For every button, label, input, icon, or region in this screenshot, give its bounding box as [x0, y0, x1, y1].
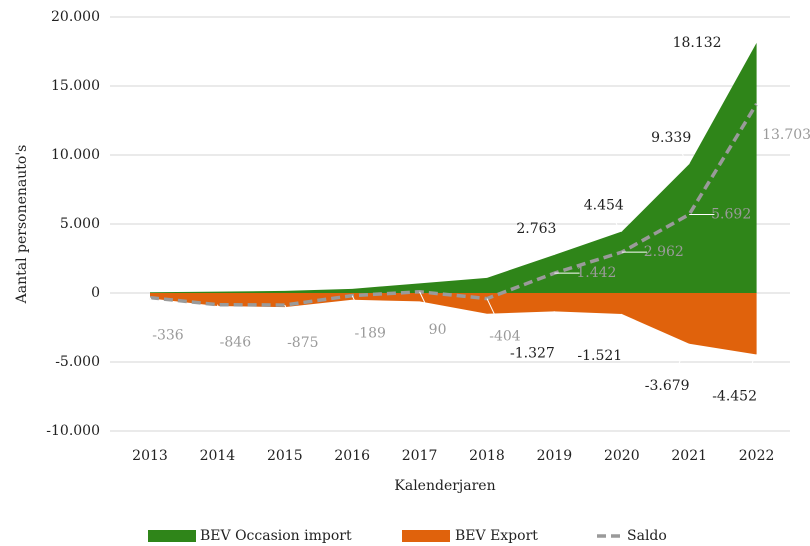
leader-line [419, 291, 431, 315]
x-tick-label: 2013 [132, 448, 168, 464]
data-label: 1.442 [576, 265, 616, 281]
x-axis-title: Kalenderjaren [394, 478, 495, 494]
y-tick-label: 15.000 [51, 78, 100, 94]
x-tick-label: 2019 [537, 448, 573, 464]
data-label: -1.521 [577, 348, 622, 364]
leader-line [486, 298, 499, 322]
legend-label: BEV Export [455, 528, 538, 544]
y-tick-label: -10.000 [46, 423, 100, 439]
y-tick-label: -5.000 [55, 354, 100, 370]
x-tick-label: 2016 [334, 448, 370, 464]
leader-line [351, 295, 364, 319]
data-label: 18.132 [673, 35, 722, 51]
data-label: -404 [489, 329, 521, 345]
area [150, 42, 757, 294]
data-label: 13.703 [762, 127, 810, 143]
leader-line [149, 297, 162, 321]
data-label: -846 [220, 335, 252, 351]
leader-line [675, 343, 690, 370]
data-label: -3.679 [645, 378, 690, 394]
y-tick-label: 0 [91, 285, 100, 301]
leader-line [756, 103, 775, 123]
leader-line [284, 304, 297, 329]
y-axis-title: Aantal personenauto's [14, 145, 30, 305]
legend-label: Saldo [627, 528, 667, 544]
data-label: 2.962 [644, 244, 684, 260]
leader-line [610, 215, 623, 232]
leader-line [543, 238, 555, 256]
y-tick-label: 20.000 [51, 9, 100, 25]
data-label: -1.327 [510, 345, 555, 361]
data-label: 9.339 [651, 130, 691, 146]
leader-line [216, 304, 229, 328]
x-tick-label: 2017 [402, 448, 438, 464]
x-tick-label: 2021 [671, 448, 707, 464]
leader-line [677, 148, 690, 165]
data-label: -189 [354, 326, 385, 342]
leader-line [742, 354, 758, 380]
data-label: 4.454 [584, 198, 624, 214]
x-tick-label: 2018 [469, 448, 505, 464]
x-tick-label: 2014 [200, 448, 236, 464]
leader-line [608, 313, 623, 340]
x-tick-label: 2022 [739, 448, 775, 464]
area [150, 293, 757, 355]
y-tick-label: 10.000 [51, 147, 100, 163]
data-label: 90 [429, 322, 447, 338]
y-tick-label: 5.000 [60, 216, 100, 232]
legend-label: BEV Occasion import [200, 528, 352, 544]
legend-swatch [148, 530, 196, 542]
x-tick-label: 2015 [267, 448, 303, 464]
leader-line [540, 311, 555, 337]
data-label: 2.763 [516, 221, 556, 237]
data-label: -875 [287, 335, 318, 351]
x-tick-label: 2020 [604, 448, 640, 464]
data-label: 5.692 [711, 206, 751, 222]
data-label: -336 [152, 328, 184, 344]
line [149, 102, 759, 307]
legend-swatch [402, 530, 450, 542]
data-label: -4.452 [712, 388, 757, 404]
